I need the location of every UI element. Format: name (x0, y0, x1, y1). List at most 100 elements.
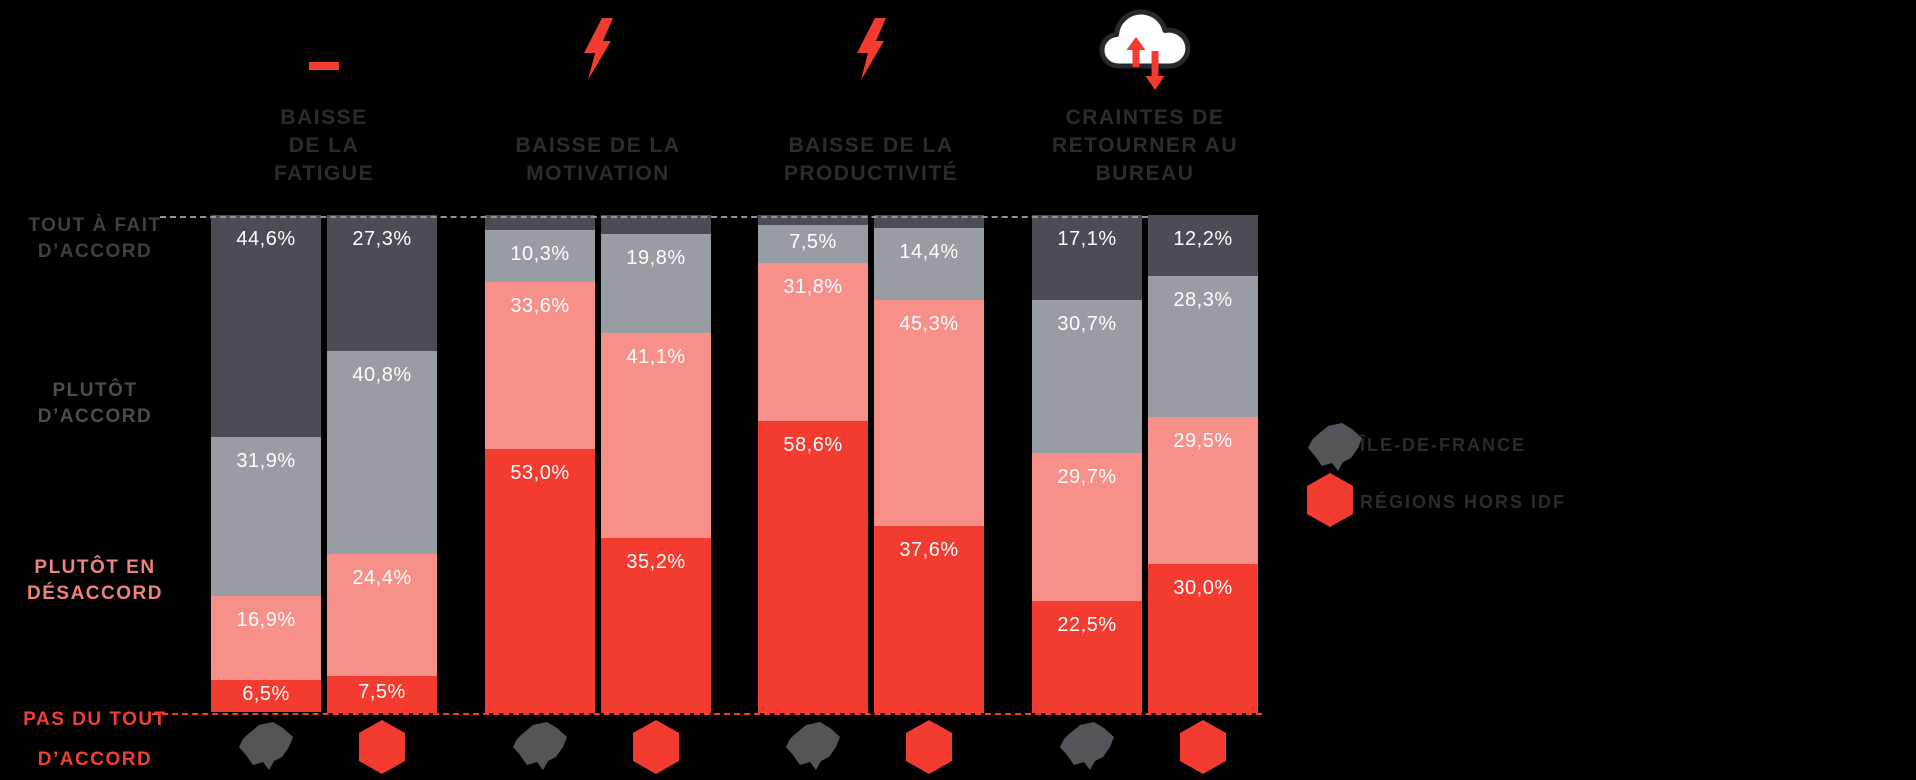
axis-label-plutot-daccord: PLUTÔT D’ACCORD (0, 378, 190, 430)
bar-segment-plutot_en_desaccord: 29,7% (1032, 453, 1142, 601)
bar-region-icon (1174, 719, 1232, 780)
segment-value-label: 16,9% (236, 608, 296, 631)
segment-value-label: 29,7% (1057, 466, 1117, 489)
axis-label-line: PAS DU TOUT (23, 709, 167, 730)
axis-label-line: PLUTÔT (52, 380, 138, 401)
bar-segment-plutot_en_desaccord: 24,4% (327, 554, 437, 676)
segment-value-label: 7,5% (358, 681, 406, 704)
group-header-icon (552, 18, 644, 85)
segment-value-label: 30,0% (1173, 576, 1233, 599)
bar-segment-plutot_en_desaccord: 16,9% (211, 595, 321, 681)
group-header-icon (825, 18, 917, 85)
axis-label-line: PLUTÔT EN (34, 557, 156, 578)
bar-segment-plutot_accord: 10,3% (485, 230, 595, 282)
group-title-line: PRODUCTIVITÉ (783, 162, 959, 185)
segment-value-label: 24,4% (352, 567, 412, 590)
bar-region-icon (627, 719, 685, 780)
bar-region-icon (1058, 719, 1116, 778)
hexagon-icon (906, 720, 952, 774)
segment-value-label: 14,4% (899, 241, 959, 264)
axis-label-line: D’ACCORD (37, 749, 153, 770)
idf-map-icon (1060, 722, 1114, 770)
legend-label-ile-de-france: ÎLE-DE-FRANCE (1360, 435, 1526, 455)
segment-value-label: 44,6% (236, 228, 296, 250)
hexagon-icon (1180, 720, 1226, 774)
group-title: BAISSE DE LA PRODUCTIVITÉ (731, 132, 1011, 188)
segment-value-label: 37,6% (899, 538, 959, 561)
bolt-icon (584, 18, 613, 80)
bar-segment-plutot_accord: 30,7% (1032, 300, 1142, 454)
bar-segment-pas_du_tout: 35,2% (601, 537, 711, 713)
idf-map-icon (239, 722, 293, 770)
bar-region-icon (900, 719, 958, 780)
bar-region-icon (511, 719, 569, 778)
segment-value-label: 35,2% (626, 550, 686, 573)
bar-segment-plutot_accord: 14,4% (874, 228, 984, 301)
cloud-return-arrows-icon (1099, 9, 1191, 90)
group-title-line: BAISSE DE LA (515, 134, 681, 157)
bar-segment-plutot_en_desaccord: 29,5% (1148, 416, 1258, 564)
segment-value-label: 53,0% (510, 462, 570, 485)
segment-value-label: 45,3% (899, 313, 959, 336)
group-header-icon (278, 57, 370, 75)
axis-label-line: D’ACCORD (37, 241, 153, 262)
hexagon-icon (633, 720, 679, 774)
segment-value-label: 40,8% (352, 363, 412, 386)
bar-segment-tout_a_fait (485, 215, 595, 231)
segment-value-label: 30,7% (1057, 313, 1117, 336)
bar-segment-pas_du_tout: 22,5% (1032, 600, 1142, 713)
bar-segment-tout_a_fait: 44,6% (211, 215, 321, 438)
bar-segment-tout_a_fait: 27,3% (327, 215, 437, 351)
bar-region-icon (237, 719, 295, 778)
bar-segment-plutot_accord: 7,5% (758, 225, 868, 263)
axis-label-pas-du-tout-daccord: PAS DU TOUT D’ACCORD (0, 700, 190, 780)
bar-segment-pas_du_tout: 30,0% (1148, 563, 1258, 713)
idf-map-icon (786, 722, 840, 770)
bar-segment-plutot_en_desaccord: 45,3% (874, 300, 984, 526)
group-title: BAISSE DE LA MOTIVATION (458, 132, 738, 188)
bar-segment-pas_du_tout: 37,6% (874, 525, 984, 713)
axis-label-tout-a-fait-daccord: TOUT À FAIT D’ACCORD (0, 213, 190, 265)
legend-label-regions-hors-idf: RÉGIONS HORS IDF (1360, 492, 1567, 512)
bar-segment-tout_a_fait (758, 215, 868, 226)
segment-value-label: 7,5% (789, 231, 837, 254)
bar-segment-plutot_accord: 31,9% (211, 437, 321, 596)
segment-value-label: 33,6% (510, 294, 570, 317)
bar-segment-tout_a_fait (601, 215, 711, 235)
bar-segment-plutot_accord: 40,8% (327, 350, 437, 555)
bar-segment-tout_a_fait (874, 215, 984, 229)
axis-label-line: D’ACCORD (37, 406, 153, 427)
hexagon-icon (359, 720, 405, 774)
group-title-line: MOTIVATION (526, 162, 670, 185)
baseline-dashed-gridline (152, 713, 1262, 715)
bar-region-icon (784, 719, 842, 778)
bar-segment-plutot_accord: 19,8% (601, 234, 711, 334)
bolt-icon (857, 18, 886, 80)
group-title: BAISSE DE LA FATIGUE (184, 104, 464, 188)
minus-icon (309, 62, 339, 70)
segment-value-label: 29,5% (1173, 429, 1233, 452)
bar-segment-tout_a_fait: 17,1% (1032, 215, 1142, 301)
hexagon-icon (1307, 473, 1353, 527)
group-title-line: BAISSE (280, 106, 368, 129)
segment-value-label: 31,9% (236, 450, 296, 473)
axis-label-line: TOUT À FAIT (28, 215, 162, 236)
group-title-line: BAISSE DE LA (788, 134, 954, 157)
idf-map-icon (1308, 423, 1362, 471)
group-title-line: CRAINTES DE (1065, 106, 1225, 129)
group-title-line: DE LA (288, 134, 360, 157)
bar-segment-pas_du_tout: 6,5% (211, 680, 321, 713)
segment-value-label: 10,3% (510, 243, 570, 266)
group-title-line: RETOURNER AU (1051, 134, 1238, 157)
segment-value-label: 58,6% (783, 434, 843, 457)
bar-segment-plutot_accord: 28,3% (1148, 275, 1258, 417)
segment-value-label: 31,8% (783, 275, 843, 298)
axis-label-line: DÉSACCORD (27, 583, 163, 604)
segment-value-label: 17,1% (1057, 228, 1117, 250)
bar-segment-pas_du_tout: 7,5% (327, 675, 437, 713)
bar-segment-plutot_en_desaccord: 41,1% (601, 333, 711, 538)
segment-value-label: 12,2% (1173, 228, 1233, 250)
bar-segment-pas_du_tout: 58,6% (758, 421, 868, 713)
bar-segment-plutot_en_desaccord: 33,6% (485, 281, 595, 450)
